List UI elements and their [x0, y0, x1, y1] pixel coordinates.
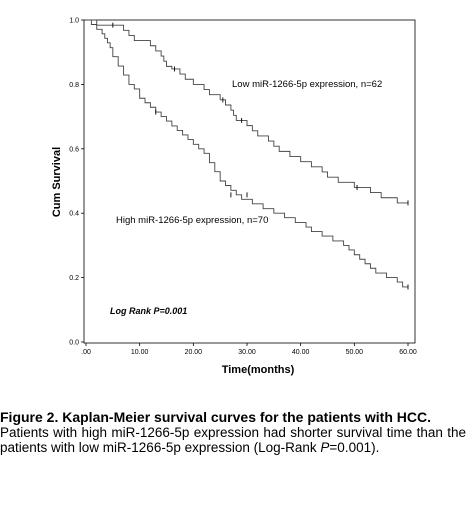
caption-title: Figure 2. Kaplan-Meier survival curves f… — [0, 409, 431, 425]
x-tick-label: 40.00 — [292, 349, 310, 356]
y-ticks: 0.0 0.2 0.4 0.6 0.8 1.0 — [69, 18, 84, 347]
figure-caption: Figure 2. Kaplan-Meier survival curves f… — [0, 409, 466, 456]
y-tick-label: 0.2 — [69, 275, 79, 282]
x-tick-label: 30.00 — [238, 349, 256, 356]
caption-text: Patients with high miR-1266-5p expressio… — [0, 425, 466, 455]
caption-text-end: =0.001). — [329, 440, 380, 455]
x-tick-label: 50.00 — [346, 349, 364, 356]
caption-text-start: Patients with high miR-1266-5p expressio… — [0, 425, 466, 455]
plot-frame — [83, 19, 416, 344]
x-tick-label: 60.00 — [399, 349, 417, 356]
y-tick-label: 1.0 — [69, 18, 79, 25]
kaplan-meier-chart: 0.0 0.2 0.4 0.6 0.8 1.0 .00 10.00 20.00 30.00 40.… — [51, 18, 417, 377]
low-series-annotation: Low miR-1266-5p expression, n=62 — [232, 79, 382, 90]
y-tick-label: 0.4 — [69, 211, 79, 218]
high-series-annotation: High miR-1266-5p expression, n=70 — [116, 215, 268, 226]
caption-p-italic: P — [320, 440, 330, 455]
chart-area: 0.0 0.2 0.4 0.6 0.8 1.0 .00 10.00 20.00 30.00 40.… — [51, 18, 417, 377]
x-tick-label: 10.00 — [131, 349, 149, 356]
logrank-annotation: Log Rank P=0.001 — [110, 306, 187, 316]
x-ticks: .00 10.00 20.00 30.00 40.00 50.00 60.00 — [81, 343, 417, 356]
y-tick-label: 0.0 — [69, 340, 79, 347]
x-tick-label: 20.00 — [185, 349, 203, 356]
x-axis-label: Time(months) — [222, 364, 295, 376]
y-tick-label: 0.8 — [69, 82, 79, 89]
y-axis-label: Cum Survival — [51, 147, 63, 217]
x-tick-label: .00 — [81, 349, 91, 356]
high-expression-curve — [86, 19, 408, 288]
survival-curves — [86, 19, 409, 290]
y-tick-label: 0.6 — [69, 146, 79, 153]
low-expression-curve — [86, 19, 408, 204]
